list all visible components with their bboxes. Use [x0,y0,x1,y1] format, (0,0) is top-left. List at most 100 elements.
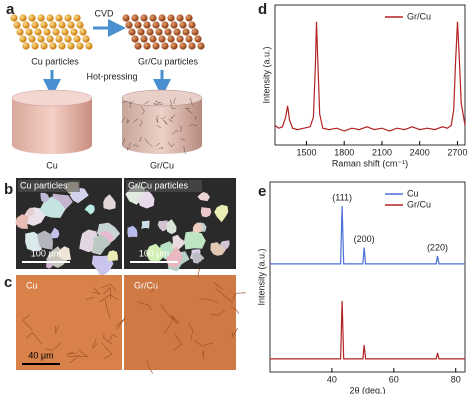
particle [161,21,169,29]
grain-boundary [202,349,204,360]
particle [10,14,18,22]
crack [195,115,197,120]
particle-blob [157,220,169,232]
grain-boundary [231,327,239,338]
crack [139,136,142,142]
crack [140,106,145,115]
particle-blob [127,225,138,238]
caption: Gr/Cu [150,160,174,170]
particle [164,28,172,36]
particle [131,35,139,43]
x-tick-label: 2400 [410,147,430,157]
crack [122,137,125,145]
x-axis-label: 2θ (deg.) [349,385,385,394]
grain-boundary [213,281,223,290]
crack [163,119,168,125]
crack [156,125,162,129]
particle [40,21,48,29]
optical-image [124,275,236,370]
crack [170,113,176,120]
particle [194,35,202,43]
x-tick-label: 2700 [447,147,467,157]
graphene-network [121,97,197,155]
particle [134,42,142,50]
particle [167,14,175,22]
legend-label: Gr/Cu [407,11,431,21]
particle [176,35,184,43]
crack [190,97,193,106]
grain-boundary [67,355,81,364]
grain-boundary [103,286,112,300]
crack [187,109,193,114]
particle-blob [37,230,53,250]
panel-label: e [258,183,266,200]
cylinder-top [121,89,203,107]
grain-boundary [103,333,113,345]
legend-label: Cu [407,188,419,198]
particle [28,14,36,22]
particle-blob [40,192,50,203]
cylinder [122,98,202,154]
grain-boundary [170,315,181,325]
process-label: Hot-pressing [86,71,137,81]
particle [140,14,148,22]
grain-boundary [85,296,95,301]
particle [185,35,193,43]
crack [180,138,186,141]
crack [139,119,143,127]
particle [143,42,151,50]
particle [155,28,163,36]
y-axis-label: Intensity (a.u.) [256,248,266,305]
particle [58,42,66,50]
particle [79,28,87,36]
grain-boundary [173,334,183,351]
grain-boundary [197,268,200,279]
grain-boundary [92,339,98,349]
particle-blob [141,220,150,229]
crack [183,145,186,155]
sem-images: Cu particles Gr/Cu particles 100 μm 100 … [15,178,236,278]
particle [46,35,54,43]
grain-boundary [115,317,126,330]
particle [37,35,45,43]
particle [52,28,60,36]
particle [61,28,69,36]
particle [149,14,157,22]
peak-label: (200) [354,234,375,244]
x-axis-label: Raman shift (cm⁻¹) [332,158,408,168]
particle [191,28,199,36]
particle [22,42,30,50]
cylinder-top [11,89,93,107]
grain-boundary [105,299,111,320]
particle [64,14,72,22]
panel-label: a [6,1,15,18]
image-label: Cu [26,280,38,290]
x-tick-label: 2100 [372,147,392,157]
particles [10,14,205,50]
particle [128,28,136,36]
particle-blob [84,204,95,215]
particle [143,21,151,29]
x-tick-label: 1500 [296,147,316,157]
particle-blob [200,207,212,218]
particle-blob [15,214,30,229]
particle [158,35,166,43]
particle [64,35,72,43]
particle [67,42,75,50]
particle [19,35,27,43]
grain-boundary [100,283,117,292]
particle [176,14,184,22]
particle [179,21,187,29]
particle [49,42,57,50]
data-line [270,205,465,265]
caption: Cu [46,160,58,170]
particle-blob [103,194,116,210]
particle [46,14,54,22]
particle [22,21,30,29]
crack [167,142,175,148]
x-tick-label: 80 [451,374,461,384]
caption: Cu particles [31,56,79,66]
particle-blob [91,234,111,255]
panel-label: c [4,274,12,291]
particle-blob [166,219,177,235]
